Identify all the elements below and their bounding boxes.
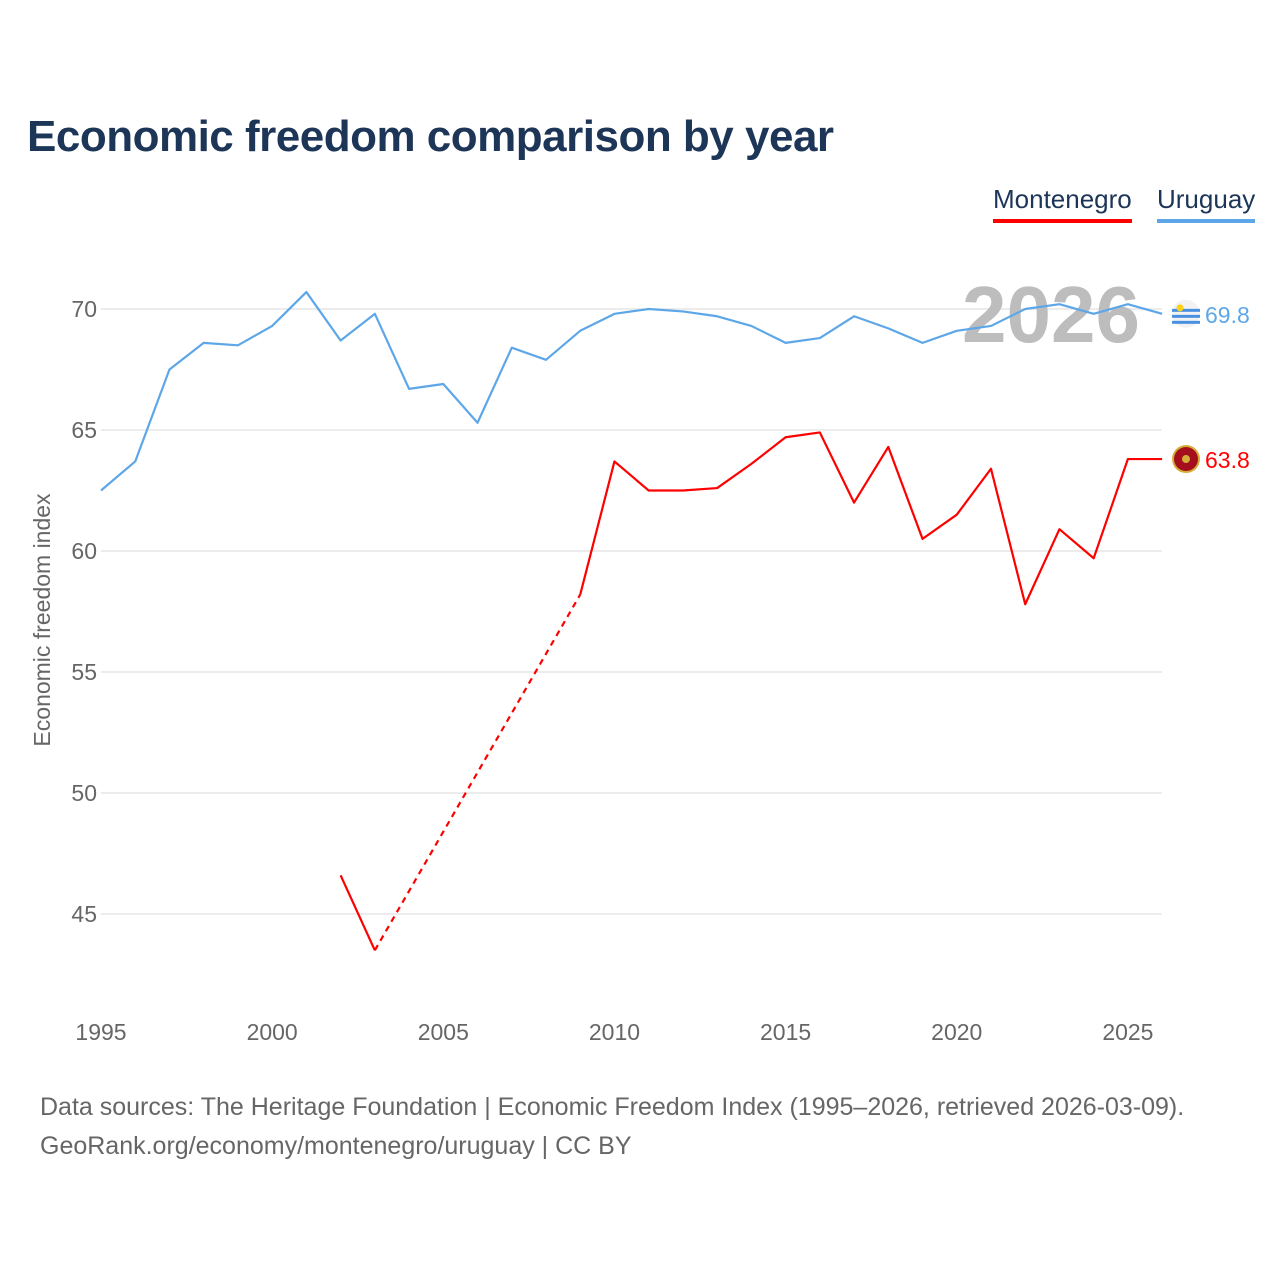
x-tick-label: 2020: [931, 1019, 982, 1045]
data-point: [475, 420, 481, 426]
flag-emblem: [1182, 455, 1190, 464]
data-point: [1091, 311, 1097, 317]
data-point: [817, 429, 823, 435]
data-point: [646, 306, 652, 312]
data-point: [954, 328, 960, 334]
flag-stripe: [1172, 308, 1200, 312]
y-tick-label: 45: [71, 901, 97, 927]
flag-stripe: [1172, 314, 1200, 318]
data-point: [406, 386, 412, 392]
data-point: [1091, 555, 1097, 561]
data-point: [1125, 456, 1131, 462]
data-point: [748, 323, 754, 329]
data-point: [1056, 526, 1062, 532]
x-tick-label: 2025: [1102, 1019, 1153, 1045]
data-point: [714, 485, 720, 491]
series-line-montenegro: [579, 431, 1163, 606]
data-point: [577, 328, 583, 334]
x-tick-label: 2010: [589, 1019, 640, 1045]
series-line-montenegro: [339, 874, 376, 951]
data-point: [885, 325, 891, 331]
end-value-label-montenegro: 63.8: [1205, 447, 1250, 473]
data-point: [338, 337, 344, 343]
series-line-montenegro: [373, 594, 582, 951]
chart-title: Economic freedom comparison by year: [27, 112, 834, 161]
flag-icon-montenegro: [1172, 445, 1200, 474]
data-point: [714, 313, 720, 319]
data-point: [611, 458, 617, 464]
data-point: [201, 340, 207, 346]
data-point: [372, 947, 378, 953]
y-axis-label: Economic freedom index: [29, 493, 55, 747]
flag-stripe: [1172, 320, 1200, 324]
attribution-link[interactable]: GeoRank.org/economy/montenegro/uruguay |…: [40, 1132, 632, 1160]
y-tick-label: 55: [71, 659, 97, 685]
data-point: [509, 345, 515, 351]
data-point: [269, 323, 275, 329]
data-point: [920, 536, 926, 542]
data-point: [646, 488, 652, 494]
data-point: [1022, 306, 1028, 312]
data-source: Data sources: The Heritage Foundation | …: [40, 1093, 1185, 1121]
legend-uruguay[interactable]: Uruguay: [1157, 184, 1256, 223]
footer: Data sources: The Heritage Foundation | …: [40, 1088, 1184, 1166]
x-tick-label: 1995: [75, 1019, 126, 1045]
data-point: [98, 488, 104, 494]
legend-montenegro[interactable]: Montenegro: [993, 184, 1132, 223]
year-label: 2026: [962, 270, 1140, 359]
data-point: [1159, 311, 1165, 317]
data-point: [680, 308, 686, 314]
data-point: [988, 323, 994, 329]
data-point: [577, 592, 583, 598]
data-point: [338, 872, 344, 878]
data-point: [954, 512, 960, 518]
data-point: [885, 444, 891, 450]
y-tick-label: 60: [71, 538, 97, 564]
series-line-uruguay: [100, 290, 1163, 492]
data-point: [748, 461, 754, 467]
data-point: [132, 458, 138, 464]
x-tick-label: 2015: [760, 1019, 811, 1045]
y-tick-label: 50: [71, 780, 97, 806]
data-point: [1125, 301, 1131, 307]
y-tick-label: 70: [71, 296, 97, 322]
data-point: [543, 357, 549, 363]
data-point: [783, 434, 789, 440]
data-point: [1022, 601, 1028, 607]
data-point: [372, 311, 378, 317]
data-point: [303, 289, 309, 295]
end-value-label-uruguay: 69.8: [1205, 302, 1250, 328]
data-point: [680, 488, 686, 494]
data-point: [166, 367, 172, 373]
data-point: [817, 335, 823, 341]
data-point: [988, 466, 994, 472]
data-point: [611, 311, 617, 317]
x-tick-label: 2005: [418, 1019, 469, 1045]
data-point: [783, 340, 789, 346]
data-point: [1159, 456, 1165, 462]
data-point: [851, 500, 857, 506]
flag-sun: [1176, 304, 1184, 312]
data-point: [851, 313, 857, 319]
data-point: [235, 342, 241, 348]
data-point: [920, 340, 926, 346]
data-point: [440, 381, 446, 387]
flag-icon-uruguay: [1172, 299, 1200, 328]
y-tick-label: 65: [71, 417, 97, 443]
data-point: [1056, 301, 1062, 307]
x-tick-label: 2000: [247, 1019, 298, 1045]
